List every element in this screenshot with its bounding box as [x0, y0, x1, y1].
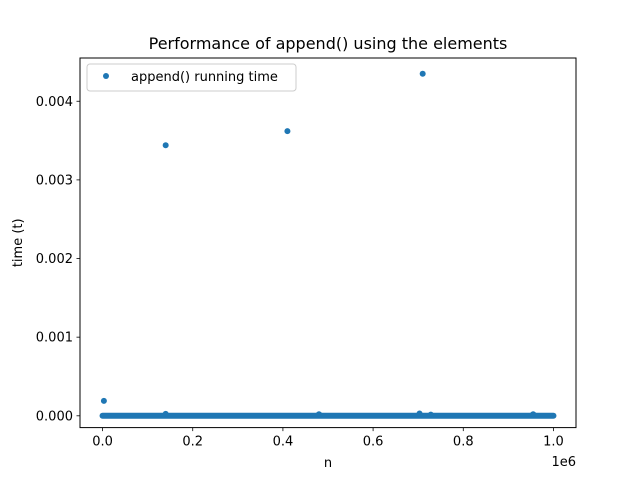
chart-title: Performance of append() using the elemen… — [149, 34, 508, 53]
x-tick-label: 0.0 — [92, 435, 113, 450]
x-tick-label: 0.6 — [363, 435, 384, 450]
data-point — [419, 70, 426, 77]
y-tick-label: 0.004 — [36, 95, 73, 110]
y-axis-label: time (t) — [11, 218, 26, 267]
x-axis-label: n — [324, 456, 332, 471]
data-point — [100, 397, 107, 404]
x-tick-label: 0.4 — [273, 435, 294, 450]
data-point — [427, 411, 434, 418]
data-point — [315, 411, 322, 418]
data-point — [416, 410, 423, 417]
legend-box — [86, 63, 297, 92]
plot-frame — [79, 57, 577, 429]
x-axis: 0.0 0.2 0.4 0.6 0.8 1.0 — [92, 427, 564, 450]
data-point — [162, 142, 169, 149]
data-point — [162, 410, 169, 417]
legend: append() running time — [86, 63, 297, 92]
y-tick-label: 0.000 — [36, 409, 73, 424]
x-tick-label: 0.2 — [182, 435, 203, 450]
data-point — [284, 128, 291, 135]
y-axis: 0.000 0.001 0.002 0.003 0.004 — [36, 95, 80, 424]
y-tick-label: 0.001 — [36, 331, 73, 346]
legend-marker — [103, 73, 109, 79]
x-tick-label: 0.8 — [453, 435, 474, 450]
x-offset-label: 1e6 — [551, 455, 576, 470]
y-tick-label: 0.003 — [36, 173, 73, 188]
x-tick-label: 1.0 — [543, 435, 564, 450]
data-point — [530, 411, 537, 418]
legend-entry: append() running time — [131, 70, 278, 85]
plot-area — [99, 70, 557, 419]
y-tick-label: 0.002 — [36, 252, 73, 267]
